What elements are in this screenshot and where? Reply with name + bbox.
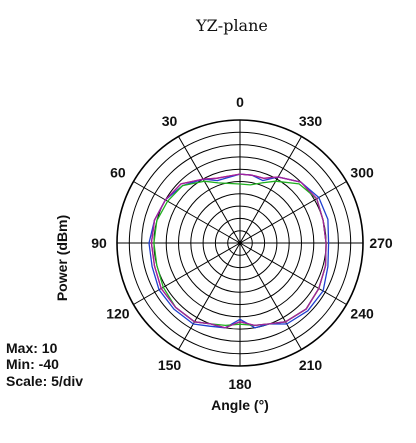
grid-spoke (239, 242, 347, 305)
angle-tick-label: 120 (106, 306, 130, 322)
min-label: Min: -40 (6, 356, 59, 372)
angle-tick-label: 150 (158, 357, 182, 373)
scale-label: Scale: 5/div (6, 373, 83, 389)
angle-tick-labels: 0 30 60 90 120 150 180 210 240 270 300 330 (91, 94, 393, 392)
angle-tick-label: 270 (369, 235, 393, 251)
angle-tick-label: 210 (299, 357, 323, 373)
data-traces (148, 173, 330, 329)
series-line (150, 173, 327, 329)
angle-tick-label: 60 (110, 165, 126, 181)
grid-spoke (239, 242, 302, 350)
max-label: Max: 10 (6, 340, 58, 356)
grid-spoke (178, 242, 241, 350)
angle-tick-label: 300 (350, 165, 374, 181)
angle-tick-label: 240 (350, 306, 374, 322)
angle-tick-label: 330 (299, 113, 323, 129)
grid-spoke (178, 136, 241, 244)
polar-grid (116, 119, 364, 367)
x-axis-label: Angle (°) (211, 397, 269, 413)
angle-tick-label: 30 (162, 113, 178, 129)
angle-tick-label: 180 (228, 376, 252, 392)
y-axis-label: Power (dBm) (54, 215, 70, 301)
grid-spoke (133, 181, 241, 244)
angle-tick-label: 90 (91, 235, 107, 251)
series-line (153, 180, 327, 327)
angle-tick-label: 0 (236, 94, 244, 110)
grid-spoke (239, 181, 347, 244)
chart-title: YZ-plane (195, 16, 268, 35)
grid-spoke (239, 136, 302, 244)
grid-spoke (133, 242, 241, 305)
